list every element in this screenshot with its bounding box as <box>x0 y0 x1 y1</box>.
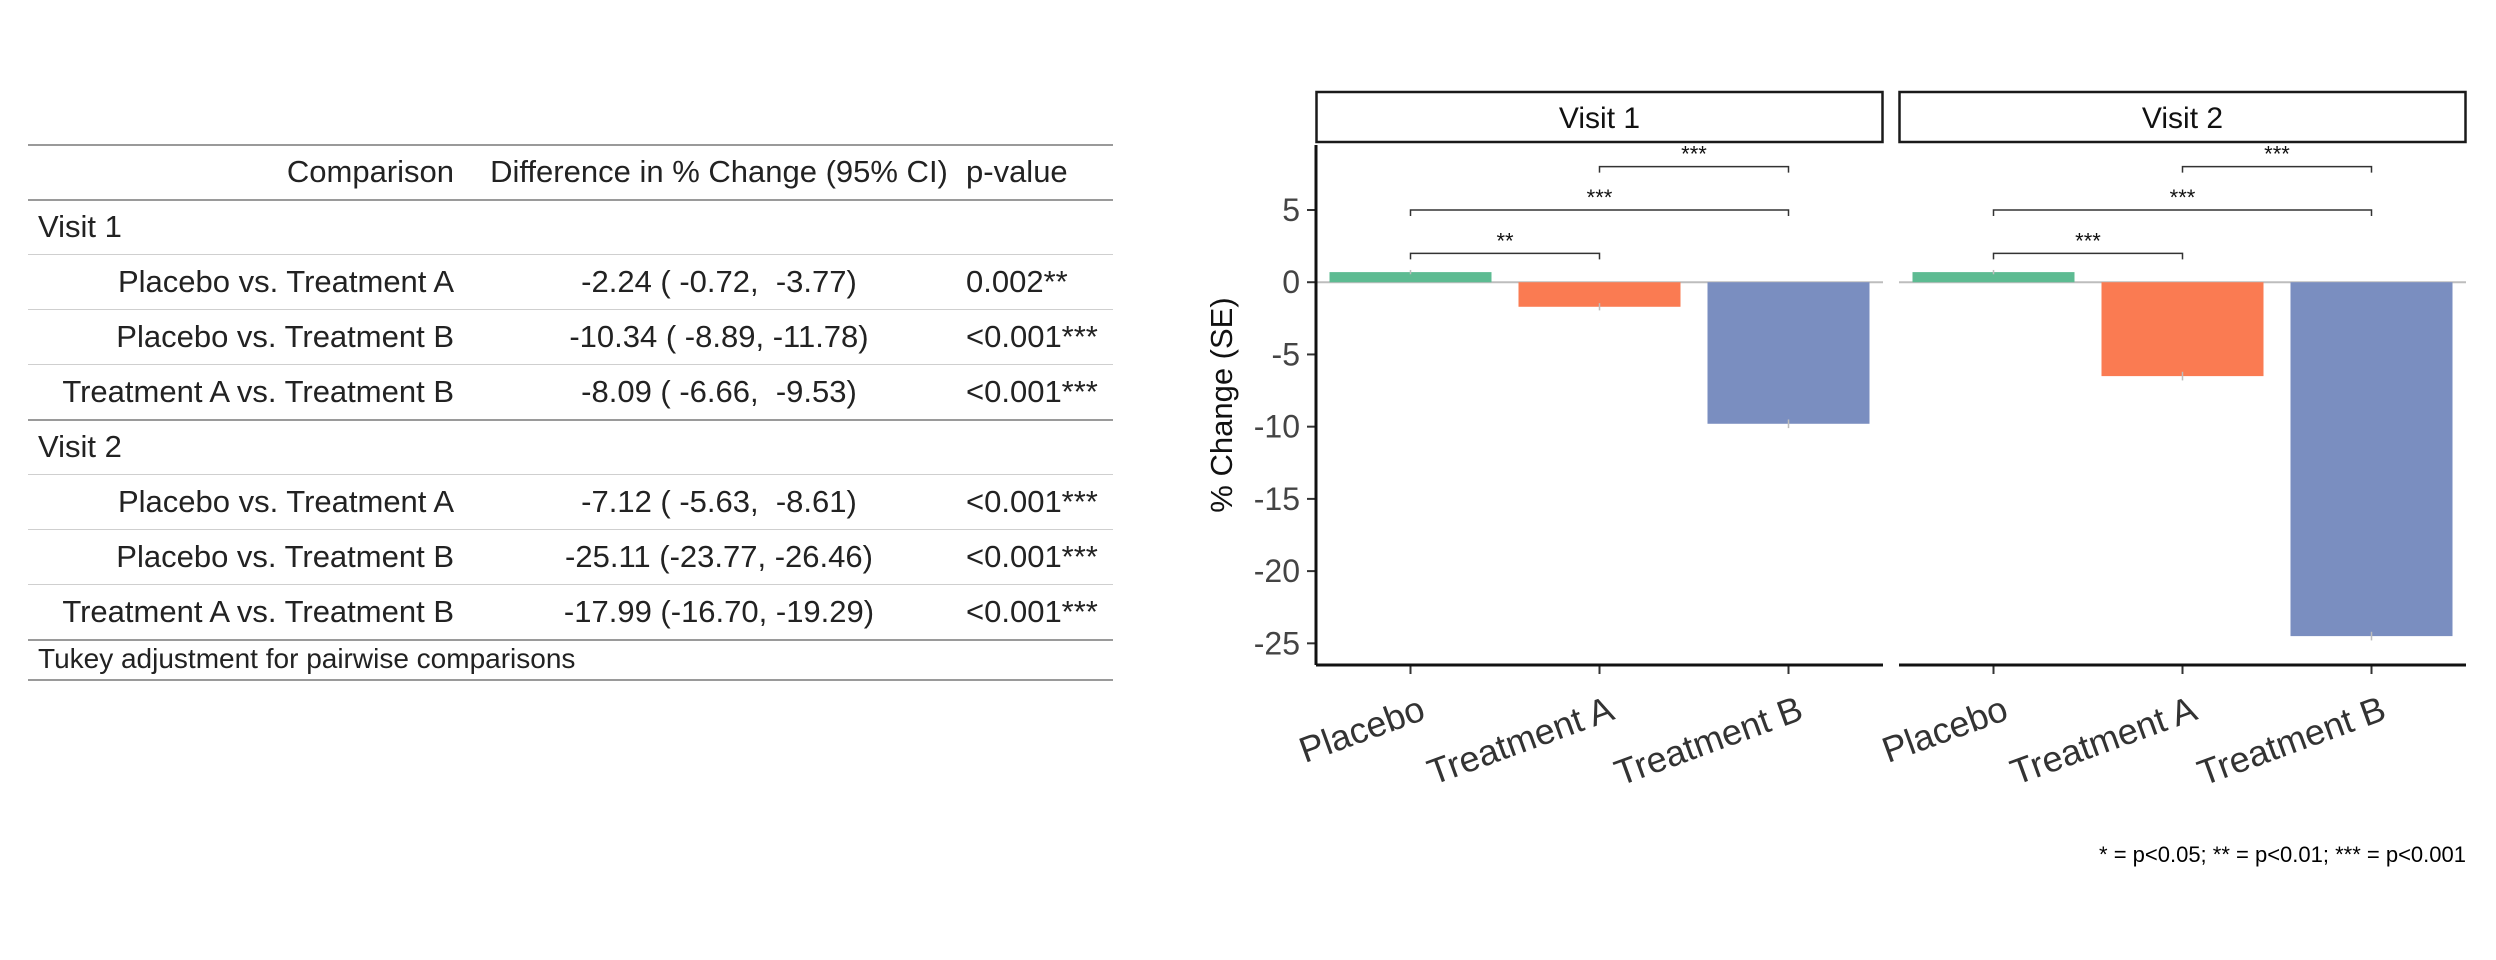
header-pvalue: p-value <box>966 154 1068 189</box>
significance-bracket <box>1992 252 2184 260</box>
table-rule <box>28 364 1113 365</box>
difference-cell: -10.34 ( -8.89, -11.78) <box>569 319 869 354</box>
significance-label: *** <box>2075 228 2101 253</box>
y-tick-label: -10 <box>1254 409 1300 445</box>
y-tick-label: -25 <box>1254 625 1300 661</box>
table-rule <box>28 199 1113 201</box>
significance-caption: * = p<0.05; ** = p<0.01; *** = p<0.001 <box>2099 842 2466 867</box>
y-tick-label: -15 <box>1254 481 1300 517</box>
difference-cell: -25.11 (-23.77, -26.46) <box>565 539 873 574</box>
table-rule <box>28 584 1113 585</box>
table-rule <box>28 474 1113 475</box>
panel-label: Visit 2 <box>2142 102 2223 135</box>
table-row: Placebo vs. Treatment A -2.24 ( -0.72, -3… <box>28 254 1113 309</box>
group-label: Visit 1 <box>38 209 122 244</box>
x-tick-label: Treatment B <box>2192 688 2391 794</box>
y-tick-label: 0 <box>1282 264 1300 300</box>
significance-label: *** <box>1681 142 1707 167</box>
bar <box>1912 272 2075 283</box>
significance-bracket <box>1409 209 1790 216</box>
panel-strip <box>1315 90 1884 144</box>
pvalue-cell: <0.001*** <box>966 539 1098 574</box>
table-header-row: Comparison Difference in % Change (95% CI… <box>28 144 1113 199</box>
x-tick-label: Treatment B <box>1609 688 1808 794</box>
y-tick-label: -5 <box>1272 336 1300 372</box>
x-tick-label: Treatment A <box>1422 688 1619 793</box>
difference-cell: -2.24 ( -0.72, -3.77) <box>581 264 857 299</box>
comparison-cell: Placebo vs. Treatment A <box>117 264 454 299</box>
comparison-cell: Placebo vs. Treatment B <box>116 319 454 354</box>
x-tick-label: Placebo <box>1877 688 2013 771</box>
table-rule <box>28 419 1113 421</box>
bar <box>1707 282 1870 424</box>
bar <box>1518 282 1681 307</box>
bar <box>1329 272 1492 283</box>
table-row: Placebo vs. Treatment A -7.12 ( -5.63, -8… <box>28 474 1113 529</box>
header-difference: Difference in % Change (95% CI) <box>490 154 948 189</box>
pvalue-cell: <0.001*** <box>966 319 1098 354</box>
table-rule <box>28 529 1113 530</box>
table-rule <box>28 309 1113 310</box>
significance-label: ** <box>1496 228 1514 253</box>
significance-label: *** <box>2264 142 2290 167</box>
pvalue-cell: <0.001*** <box>966 484 1098 519</box>
table-rule <box>28 254 1113 255</box>
x-tick-label: Placebo <box>1294 688 1430 771</box>
difference-cell: -8.09 ( -6.66, -9.53) <box>581 374 857 409</box>
table-rule <box>28 639 1113 641</box>
header-comparison: Comparison <box>286 154 454 189</box>
comparison-cell: Treatment A vs. Treatment B <box>62 594 454 629</box>
comparison-cell: Treatment A vs. Treatment B <box>62 374 454 409</box>
difference-cell: -17.99 (-16.70, -19.29) <box>563 594 875 629</box>
pvalue-cell: <0.001*** <box>966 594 1098 629</box>
table-row: Treatment A vs. Treatment B -17.99 (-16.7… <box>28 584 1113 639</box>
y-axis-label: % Change (SE) <box>1204 297 1239 512</box>
difference-cell: -7.12 ( -5.63, -8.61) <box>581 484 857 519</box>
significance-label: *** <box>2170 185 2196 210</box>
pvalue-cell: <0.001*** <box>966 374 1098 409</box>
significance-bracket <box>2181 165 2373 173</box>
panel-strip <box>1898 90 2467 144</box>
table-group-row: Visit 1 <box>28 199 1113 254</box>
group-label: Visit 2 <box>38 429 122 464</box>
significance-bracket <box>1992 209 2373 216</box>
pvalue-cell: 0.002** <box>966 264 1068 299</box>
table-rule <box>28 679 1113 681</box>
significance-bracket <box>1409 252 1601 260</box>
bar <box>2101 282 2264 377</box>
x-tick-label: Treatment A <box>2005 688 2202 793</box>
table-group-row: Visit 2 <box>28 419 1113 474</box>
table-row: Treatment A vs. Treatment B -8.09 ( -6.66… <box>28 364 1113 419</box>
y-tick-label: -20 <box>1254 553 1300 589</box>
bar <box>2290 282 2453 637</box>
panel-label: Visit 1 <box>1559 102 1640 135</box>
table-row: Placebo vs. Treatment B -25.11 (-23.77, -… <box>28 529 1113 584</box>
comparison-cell: Placebo vs. Treatment A <box>117 484 454 519</box>
y-tick-label: 5 <box>1282 192 1300 228</box>
table-footnote: Tukey adjustment for pairwise comparison… <box>38 643 576 674</box>
significance-bracket <box>1598 165 1790 173</box>
significance-label: *** <box>1587 185 1613 210</box>
comparison-cell: Placebo vs. Treatment B <box>116 539 454 574</box>
table-rule <box>28 144 1113 146</box>
table-row: Placebo vs. Treatment B -10.34 ( -8.89, -… <box>28 309 1113 364</box>
